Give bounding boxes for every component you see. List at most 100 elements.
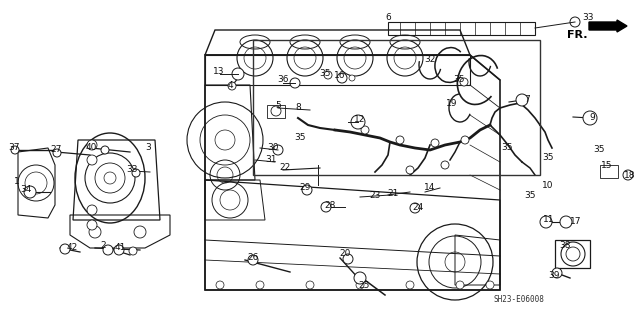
Text: 19: 19 — [446, 100, 458, 108]
Text: 13: 13 — [213, 68, 225, 77]
Text: 33: 33 — [582, 13, 594, 23]
Circle shape — [273, 145, 283, 155]
Text: 36: 36 — [277, 76, 289, 85]
Text: 20: 20 — [339, 249, 351, 258]
Circle shape — [306, 281, 314, 289]
Text: 4: 4 — [227, 81, 233, 91]
Text: 3: 3 — [145, 144, 151, 152]
Circle shape — [349, 75, 355, 81]
Circle shape — [351, 115, 365, 129]
Text: SH23-E06008: SH23-E06008 — [494, 295, 545, 304]
Circle shape — [228, 82, 236, 90]
Circle shape — [406, 281, 414, 289]
Text: 37: 37 — [8, 144, 20, 152]
Circle shape — [89, 226, 101, 238]
Circle shape — [129, 247, 137, 255]
Circle shape — [343, 254, 353, 264]
FancyArrow shape — [589, 20, 627, 32]
Text: 24: 24 — [412, 204, 424, 212]
Text: 30: 30 — [268, 144, 279, 152]
Text: 35: 35 — [294, 133, 306, 143]
Circle shape — [324, 71, 332, 79]
Circle shape — [431, 139, 439, 147]
Circle shape — [11, 146, 19, 154]
Text: 23: 23 — [369, 190, 381, 199]
Text: 28: 28 — [324, 201, 336, 210]
Circle shape — [623, 170, 633, 180]
Text: 35: 35 — [524, 190, 536, 199]
Text: 21: 21 — [387, 189, 399, 197]
Text: 39: 39 — [548, 271, 560, 279]
Text: 18: 18 — [624, 170, 636, 180]
Circle shape — [87, 220, 97, 230]
Circle shape — [256, 281, 264, 289]
Circle shape — [290, 78, 300, 88]
Circle shape — [321, 202, 331, 212]
Text: 33: 33 — [126, 166, 138, 174]
Circle shape — [216, 281, 224, 289]
Circle shape — [132, 169, 140, 177]
Circle shape — [361, 126, 369, 134]
Circle shape — [87, 140, 97, 150]
Circle shape — [356, 281, 364, 289]
Text: 38: 38 — [559, 241, 571, 249]
Circle shape — [114, 245, 124, 255]
Circle shape — [104, 172, 116, 184]
Text: 1: 1 — [14, 177, 20, 187]
Text: FR.: FR. — [566, 30, 587, 40]
Circle shape — [456, 281, 464, 289]
Circle shape — [516, 94, 528, 106]
Bar — [253, 40, 540, 175]
Circle shape — [552, 268, 562, 278]
Circle shape — [570, 17, 580, 27]
Text: 35: 35 — [319, 69, 331, 78]
Circle shape — [441, 161, 449, 169]
Circle shape — [53, 149, 61, 157]
Text: 35: 35 — [542, 153, 554, 162]
Text: 35: 35 — [593, 145, 605, 154]
Text: 17: 17 — [570, 218, 582, 226]
Circle shape — [134, 226, 146, 238]
Text: 8: 8 — [295, 103, 301, 113]
Circle shape — [461, 136, 469, 144]
Text: 27: 27 — [51, 145, 61, 154]
Text: 10: 10 — [542, 182, 554, 190]
Text: 29: 29 — [300, 182, 310, 191]
Circle shape — [337, 73, 347, 83]
Circle shape — [101, 146, 109, 154]
Text: 16: 16 — [334, 70, 346, 79]
Text: 26: 26 — [247, 253, 259, 262]
Text: 40: 40 — [85, 144, 97, 152]
Text: 31: 31 — [265, 155, 276, 165]
Text: 35: 35 — [501, 144, 513, 152]
Circle shape — [410, 203, 420, 213]
Circle shape — [87, 155, 97, 165]
Circle shape — [406, 166, 414, 174]
Text: 14: 14 — [424, 183, 436, 192]
Circle shape — [583, 111, 597, 125]
Circle shape — [248, 255, 258, 265]
Circle shape — [486, 281, 494, 289]
Text: 41: 41 — [115, 242, 125, 251]
Text: 35: 35 — [453, 76, 465, 85]
Circle shape — [24, 186, 36, 198]
Circle shape — [302, 185, 312, 195]
Text: 6: 6 — [385, 12, 391, 21]
Text: 7: 7 — [524, 95, 530, 105]
Circle shape — [560, 216, 572, 228]
Circle shape — [87, 205, 97, 215]
Text: 12: 12 — [355, 115, 365, 124]
Text: 22: 22 — [280, 164, 291, 173]
Circle shape — [232, 68, 244, 80]
Text: 15: 15 — [601, 161, 612, 170]
Text: 42: 42 — [67, 242, 77, 251]
Circle shape — [354, 272, 366, 284]
Text: 34: 34 — [20, 186, 32, 195]
Text: 11: 11 — [543, 216, 555, 225]
Circle shape — [103, 245, 113, 255]
Circle shape — [60, 244, 70, 254]
Circle shape — [460, 78, 468, 86]
Text: 5: 5 — [275, 100, 281, 109]
Circle shape — [396, 136, 404, 144]
Circle shape — [540, 216, 552, 228]
